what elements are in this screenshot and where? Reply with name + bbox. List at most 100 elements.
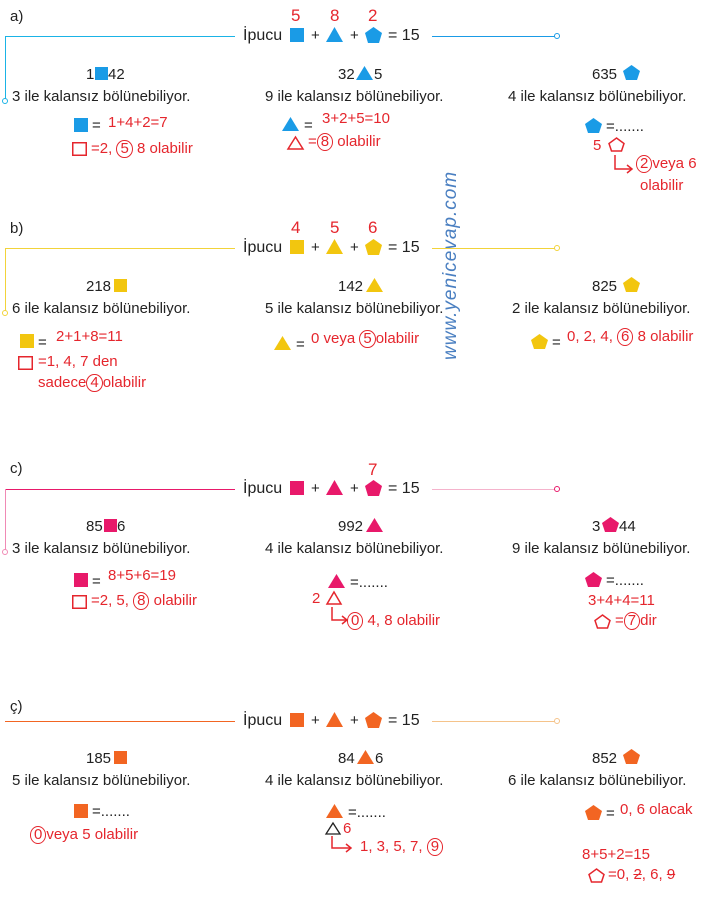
divider-line <box>5 489 235 490</box>
handwritten-digit: 2 <box>312 590 321 607</box>
divider-line <box>5 36 6 100</box>
handwritten-answer: sadece 4 olabilir <box>38 374 147 392</box>
triangle-icon <box>274 336 291 350</box>
answer-triangle: 8 <box>330 6 340 25</box>
plus-sign: + <box>350 27 359 44</box>
handwritten-answer: 0 veya 5 olabilir <box>30 826 138 844</box>
plus-sign: + <box>311 480 320 497</box>
handwritten-answer: 2 veya 6 <box>636 155 697 173</box>
square-icon <box>95 67 108 80</box>
handwritten-sum: 3+2+5=10 <box>322 110 390 127</box>
answer-triangle: 5 <box>330 218 340 237</box>
handwritten-sum: 1+4+2=7 <box>108 114 168 131</box>
number-digits: 825 <box>592 278 618 295</box>
line-end-dot <box>2 310 8 316</box>
rule-text: 6 ile kalansız bölünebiliyor. <box>508 772 687 789</box>
line-end-dot <box>2 549 8 555</box>
handwritten-answer: 0 4, 8 olabilir <box>347 612 440 630</box>
divider-line <box>5 248 235 249</box>
line-end-dot <box>554 245 560 251</box>
circled-answer: 4 <box>86 374 103 392</box>
triangle-icon <box>326 712 343 727</box>
pentagon-outline-icon <box>594 614 611 629</box>
square-icon <box>290 240 304 254</box>
plus-sign: + <box>350 239 359 256</box>
handwritten-answer: 1, 3, 5, 7, 9 <box>360 838 444 856</box>
triangle-outline-icon <box>325 590 343 605</box>
circled-answer: 9 <box>426 838 444 856</box>
circled-answer: 5 <box>359 330 376 348</box>
rule-text: 9 ile kalansız bölünebiliyor. <box>265 88 444 105</box>
arrow-icon <box>331 836 353 853</box>
equals-sign: = <box>552 334 561 351</box>
circled-answer: 0 <box>347 612 364 630</box>
rule-text: 9 ile kalansız bölünebiliyor. <box>512 540 691 557</box>
square-icon <box>104 519 117 532</box>
square-outline-icon <box>72 595 87 609</box>
hint-sum: = 15 <box>388 239 420 256</box>
handwritten-sum: 2+1+8=11 <box>56 328 123 345</box>
handwritten-answer: =2, 5, 8 olabilir <box>91 592 197 610</box>
square-outline-icon <box>72 142 87 156</box>
triangle-icon <box>366 278 383 292</box>
plus-sign: + <box>350 712 359 729</box>
square-icon <box>290 28 304 42</box>
line-end-dot <box>554 718 560 724</box>
equals-sign: = <box>296 336 305 353</box>
circled-answer: 0 <box>30 826 47 844</box>
section-label-b: b) <box>10 220 24 237</box>
rule-text: 3 ile kalansız bölünebiliyor. <box>12 540 191 557</box>
triangle-icon <box>326 27 343 42</box>
number-digits: 852 <box>592 750 618 767</box>
hint-word: İpucu <box>243 239 283 256</box>
divider-line <box>432 248 556 249</box>
rule-text: 3 ile kalansız bölünebiliyor. <box>12 88 191 105</box>
handwritten-answer: 0, 2, 4, 6 8 olabilir <box>567 328 694 346</box>
equals-sign: =....... <box>348 804 386 821</box>
pentagon-icon <box>623 749 640 764</box>
pentagon-icon <box>585 118 602 133</box>
triangle-icon <box>357 750 374 764</box>
divider-line <box>5 489 6 551</box>
handwritten-answer: =1, 4, 7 den <box>38 353 118 370</box>
circled-answer: 7 <box>623 612 641 630</box>
triangle-icon <box>326 804 343 818</box>
rule-text: 5 ile kalansız bölünebiliyor. <box>265 300 444 317</box>
answer-pentagon: 6 <box>368 218 378 237</box>
plus-sign: + <box>311 27 320 44</box>
hint-sum: = 15 <box>388 712 420 729</box>
handwritten-digit: 6 <box>343 820 352 837</box>
pentagon-icon <box>602 517 619 532</box>
equals-sign: =....... <box>92 803 130 820</box>
number-digits: 6 <box>375 750 384 767</box>
handwritten-answer: =0, 2, 6, 9 <box>608 866 676 883</box>
number-digits: 185 <box>86 750 112 767</box>
rule-text: 4 ile kalansız bölünebiliyor. <box>508 88 687 105</box>
circled-answer: 5 <box>116 140 133 158</box>
pentagon-icon <box>531 334 548 349</box>
square-icon <box>74 804 88 818</box>
arrow-icon <box>614 155 634 174</box>
number-digits: 44 <box>619 518 636 535</box>
square-icon <box>20 334 34 348</box>
answer-pentagon: 7 <box>368 460 378 479</box>
number-digits: 42 <box>108 66 125 83</box>
hint-word: İpucu <box>243 480 283 497</box>
triangle-icon <box>328 574 345 588</box>
rule-text: 6 ile kalansız bölünebiliyor. <box>12 300 191 317</box>
number-digits: 218 <box>86 278 112 295</box>
triangle-icon <box>326 239 343 254</box>
section-label-c-cedilla: ç) <box>10 698 23 715</box>
equals-sign: = <box>92 117 101 134</box>
pentagon-icon <box>585 572 602 587</box>
plus-sign: + <box>311 239 320 256</box>
rule-text: 4 ile kalansız bölünebiliyor. <box>265 540 444 557</box>
pentagon-outline-icon <box>608 137 625 152</box>
square-icon <box>114 751 127 764</box>
equals-sign: =....... <box>606 118 644 135</box>
number-digits: 635 <box>592 66 618 83</box>
circled-answer: 8 <box>316 133 334 151</box>
square-icon <box>74 118 88 132</box>
equals-sign: =....... <box>350 574 388 591</box>
number-digits: 32 <box>338 66 355 83</box>
